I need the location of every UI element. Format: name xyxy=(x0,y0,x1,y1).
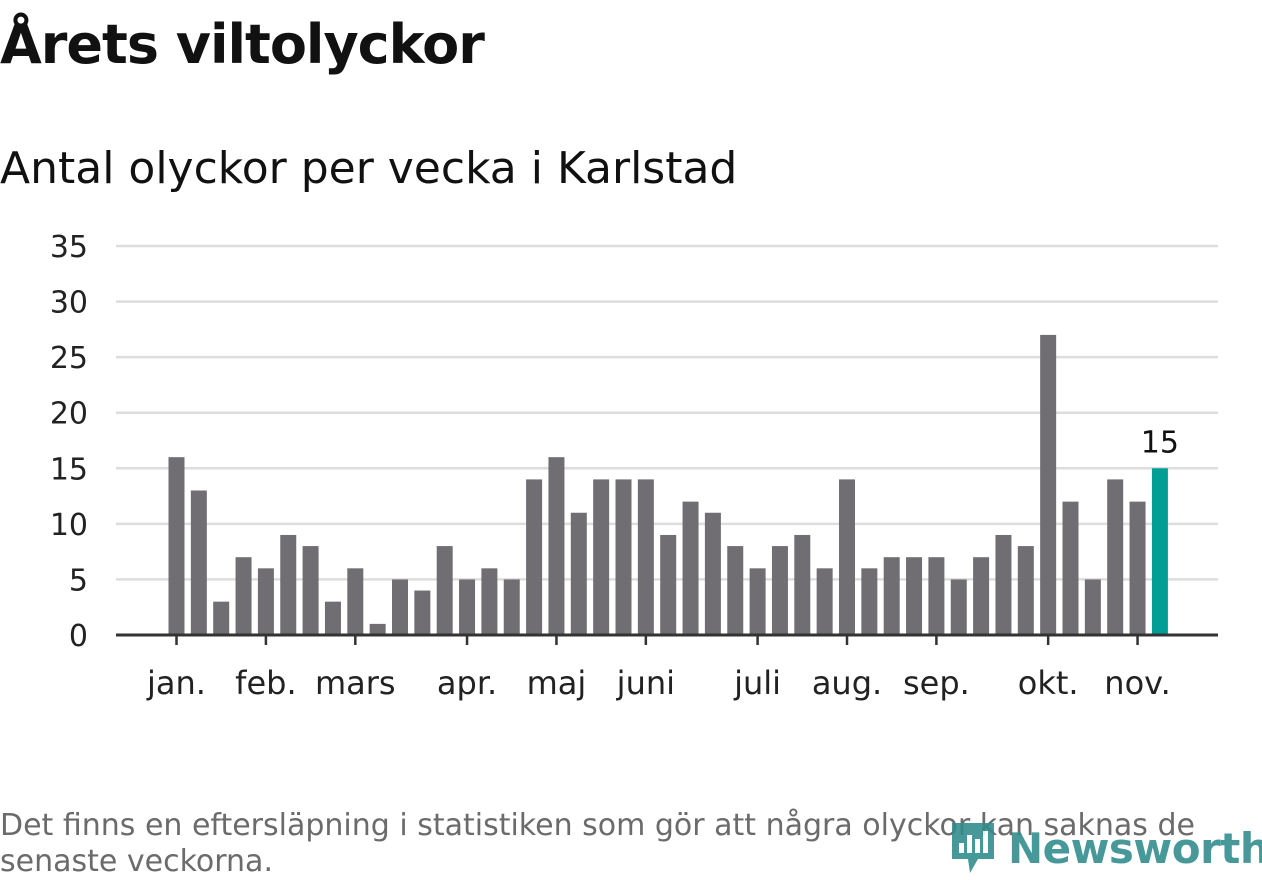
y-tick-label: 25 xyxy=(50,341,88,376)
bar xyxy=(280,534,297,635)
bar xyxy=(392,579,408,635)
bars xyxy=(168,334,1168,635)
logo-text: Newsworthy xyxy=(1008,823,1262,873)
y-tick-label: 0 xyxy=(69,619,88,654)
footnote: Det finns en eftersläpning i statistiken… xyxy=(0,808,1195,879)
bar xyxy=(950,579,967,635)
highlight-value-label: 15 xyxy=(1141,425,1179,460)
x-axis xyxy=(116,633,1218,645)
x-tick-label: aug. xyxy=(812,664,882,702)
bar xyxy=(771,546,788,635)
bar xyxy=(213,601,230,635)
bar xyxy=(727,546,744,635)
bar xyxy=(593,479,610,635)
bar xyxy=(1084,579,1101,635)
bar xyxy=(906,557,923,635)
page-title: Årets viltolyckor xyxy=(0,13,485,76)
bar xyxy=(682,501,699,635)
bar xyxy=(615,479,632,635)
chart-subtitle: Antal olyckor per vecka i Karlstad xyxy=(0,143,738,194)
y-tick-label: 20 xyxy=(50,397,88,432)
x-tick-label: apr. xyxy=(437,664,497,702)
x-tick-label: sep. xyxy=(903,664,970,702)
bar xyxy=(839,479,855,635)
bar xyxy=(168,457,185,635)
bar xyxy=(1129,501,1146,635)
bar xyxy=(660,534,677,635)
bar xyxy=(1017,546,1034,635)
x-tick-label: okt. xyxy=(1018,664,1079,702)
x-tick-label: juni xyxy=(616,664,675,702)
bar xyxy=(526,479,543,635)
y-tick-label: 10 xyxy=(50,508,88,543)
bar xyxy=(257,568,274,635)
bar xyxy=(324,601,341,635)
bar xyxy=(302,546,319,635)
newsworthy-logo-icon xyxy=(952,823,994,873)
x-tick-label: feb. xyxy=(235,664,296,702)
gridlines xyxy=(116,244,1218,581)
bar xyxy=(459,579,476,635)
bar xyxy=(1040,334,1057,635)
bar xyxy=(235,557,252,635)
x-tick-label: mars xyxy=(315,664,396,702)
bar-chart: 0 5 10 15 20 25 30 35 15 jan. feb. mars apr. maj juni j… xyxy=(50,230,1218,702)
bar xyxy=(1062,501,1079,635)
bar xyxy=(861,568,878,635)
bar xyxy=(816,568,833,635)
bar xyxy=(1107,479,1124,635)
x-tick-label: maj xyxy=(527,664,587,702)
bar-highlight xyxy=(1151,468,1168,635)
bar xyxy=(548,457,565,635)
bar xyxy=(794,534,811,635)
x-tick-label: juli xyxy=(733,664,781,702)
bar xyxy=(704,512,721,635)
bar xyxy=(347,568,364,635)
bar xyxy=(414,590,431,635)
bar xyxy=(749,568,766,635)
bar xyxy=(883,557,900,635)
bar xyxy=(570,512,587,635)
bar xyxy=(190,490,207,635)
bar xyxy=(637,479,654,635)
y-tick-label: 35 xyxy=(50,230,88,265)
bar xyxy=(481,568,498,635)
labels: 0 5 10 15 20 25 30 35 15 jan. feb. mars apr. maj juni j… xyxy=(50,230,1179,702)
x-tick-label: nov. xyxy=(1104,664,1170,702)
bar xyxy=(503,579,520,635)
bar xyxy=(436,546,453,635)
bar xyxy=(369,623,386,635)
x-tick-label: jan. xyxy=(146,664,206,702)
newsworthy-logo: Newsworthy xyxy=(948,818,1262,878)
y-tick-label: 15 xyxy=(50,452,88,487)
y-tick-label: 5 xyxy=(69,563,88,598)
bar xyxy=(973,557,990,635)
bar xyxy=(995,534,1012,635)
y-tick-label: 30 xyxy=(50,286,88,321)
bar xyxy=(928,557,945,635)
